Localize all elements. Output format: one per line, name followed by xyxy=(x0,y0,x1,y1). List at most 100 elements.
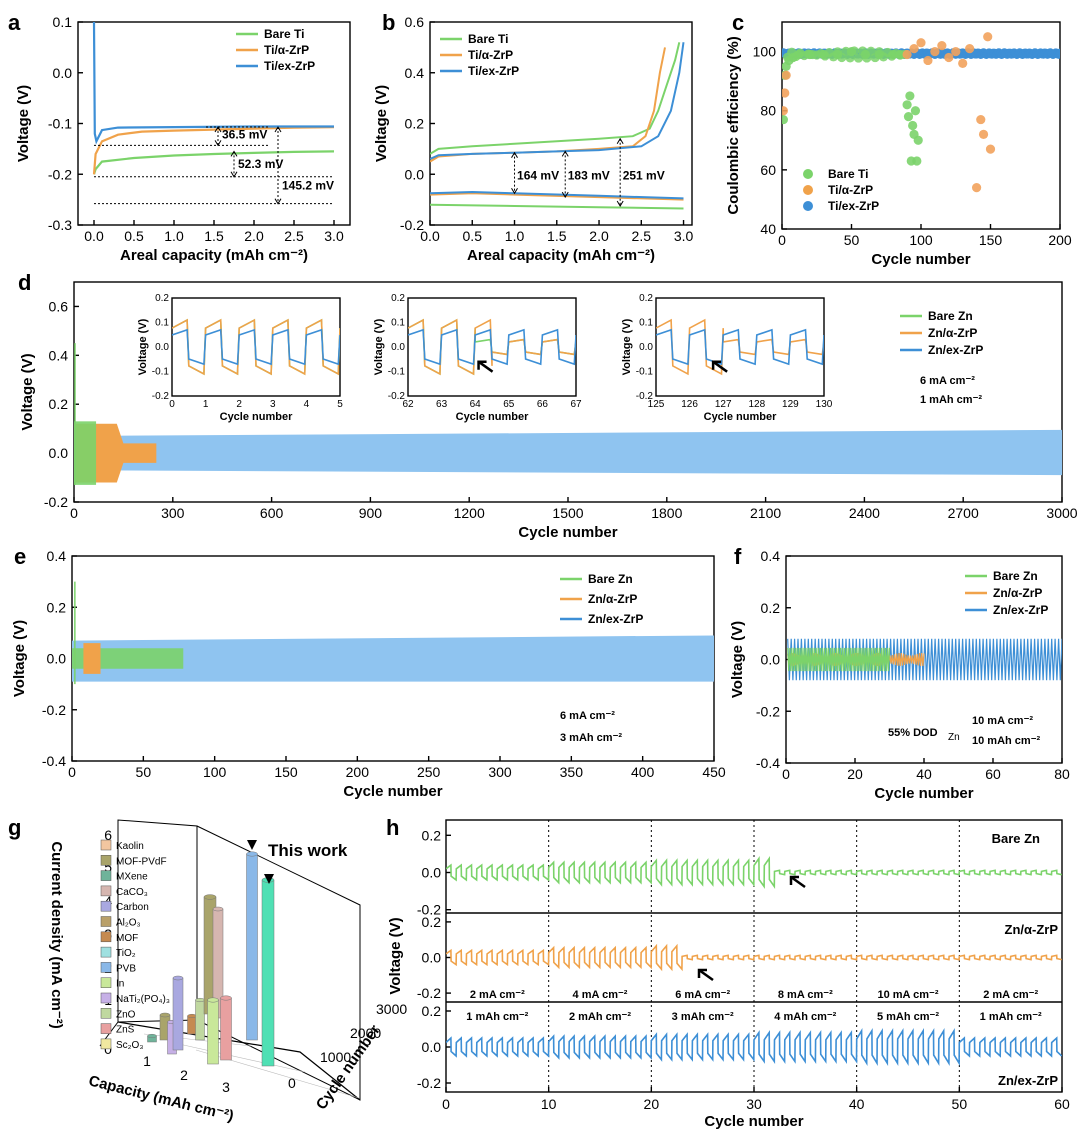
plot-area xyxy=(74,343,1062,485)
x-axis-label: Areal capacity (mAh cm⁻²) xyxy=(467,247,655,264)
data-point xyxy=(923,55,933,66)
y-tick-label: -0.1 xyxy=(152,367,170,378)
inset-chart: 62 63 64 65 66 67 0.2 0.1 0.0 -0.1 -0.2 Cycle numbe… xyxy=(373,293,582,423)
data-point xyxy=(909,44,919,54)
x-tick-label: 2.5 xyxy=(632,228,652,244)
bar-cap xyxy=(187,1013,197,1019)
plot-area xyxy=(408,318,576,376)
x-tick-label: 450 xyxy=(702,764,726,780)
voltage-band xyxy=(74,429,1062,476)
bar-cap xyxy=(172,975,184,981)
data-point xyxy=(965,44,975,54)
x-tick-label: 0 xyxy=(778,232,786,248)
inset-series-line xyxy=(656,328,824,366)
y-axis-label: Voltage (V) xyxy=(11,620,28,697)
x-tick-label: 50 xyxy=(844,232,860,248)
bar-cylinder xyxy=(220,997,232,1061)
plot-area xyxy=(92,22,335,175)
data-point xyxy=(902,100,912,110)
arrow-indicator-head xyxy=(789,875,799,885)
bar-cylinder xyxy=(195,999,205,1041)
legend-marker xyxy=(803,201,813,211)
pointer-triangle xyxy=(264,874,274,884)
x-tick-label: 10 xyxy=(541,1096,557,1112)
legend-entry: Bare Zn xyxy=(928,309,973,323)
plot-area xyxy=(782,32,1060,193)
x-tick-label: 4 xyxy=(304,399,310,410)
legend-entry: Zn/ex-ZrP xyxy=(993,603,1048,617)
x-tick-label: 100 xyxy=(203,764,227,780)
bar-cylinder xyxy=(172,977,184,1051)
y-tick-label: 0.1 xyxy=(155,318,169,329)
current-label: 10 mA cm⁻² xyxy=(877,989,938,1001)
legend-entry: Ti/α-ZrP xyxy=(468,48,513,62)
series-label: Zn/ex-ZrP xyxy=(998,1073,1058,1088)
x-tick-label: 600 xyxy=(260,505,284,521)
condition-label: 10 mA cm⁻² xyxy=(972,715,1033,727)
bar-cylinder xyxy=(261,879,275,1067)
inset-chart: 0 1 2 3 4 5 0.2 0.1 0.0 -0.1 -0.2 Cycle number Volta… xyxy=(137,293,343,423)
x-tick-label: 2400 xyxy=(849,505,880,521)
legend-swatch xyxy=(100,977,112,988)
legend-swatch xyxy=(100,1038,112,1050)
legend-entry: NaTi₂(PO₄)₃ xyxy=(116,994,170,1005)
y-tick-label: -0.1 xyxy=(388,367,406,378)
bar-cap xyxy=(195,997,205,1003)
series-line xyxy=(446,1027,1062,1067)
y-tick-label: 0.2 xyxy=(405,116,425,132)
x-tick-label: 300 xyxy=(161,505,185,521)
panel-b: 0.0 0.5 1.0 1.5 2.0 2.5 3.00.60.40.20.0-0.2Are… xyxy=(373,10,693,264)
y-tick-label: 0.2 xyxy=(155,293,169,304)
x-tick-label: 0.0 xyxy=(84,228,104,244)
current-label: 4 mA cm⁻² xyxy=(573,989,628,1001)
series-line xyxy=(430,47,666,163)
x-tick-label: 2 xyxy=(236,399,242,410)
condition-label: 3 mAh cm⁻² xyxy=(560,732,622,744)
arrow-head xyxy=(561,191,569,199)
bar-cylinder xyxy=(207,999,219,1065)
data-point xyxy=(912,156,922,166)
condition-label: 6 mA cm⁻² xyxy=(920,375,975,387)
plot-area xyxy=(656,318,824,376)
y-tick-label: 0.0 xyxy=(761,652,781,668)
x-tick-label: 20 xyxy=(644,1096,660,1112)
z-tick-label: 2000 xyxy=(350,1025,381,1041)
y-tick-label: 0.0 xyxy=(639,342,653,353)
x-tick-label: 2.0 xyxy=(244,228,264,244)
x-tick-label: 0.0 xyxy=(420,228,440,244)
legend-swatch xyxy=(100,870,112,881)
y-tick-label: 6 xyxy=(104,827,112,843)
panel-label: h xyxy=(386,815,399,840)
bar-cylinder xyxy=(246,853,258,1041)
z-tick-label: 1000 xyxy=(320,1049,351,1065)
grid-line xyxy=(169,1041,306,1073)
data-point xyxy=(913,135,923,145)
y-tick-label: -0.2 xyxy=(44,494,68,510)
data-point xyxy=(958,58,968,68)
plot-area xyxy=(172,318,340,376)
annotation-label: 164 mV xyxy=(517,168,559,182)
voltage-band xyxy=(83,643,101,674)
data-point xyxy=(902,49,912,60)
arrow-head xyxy=(511,188,518,195)
capacity-label: 1 mAh cm⁻² xyxy=(980,1011,1042,1023)
y-tick-label: -0.2 xyxy=(152,391,170,402)
annotation-label: 145.2 mV xyxy=(282,178,334,192)
bar-cap xyxy=(220,995,232,1001)
y-tick-label: 0.0 xyxy=(47,651,67,667)
legend-entry: Ti/α-ZrP xyxy=(828,183,873,197)
series-line xyxy=(430,203,684,210)
series-label: Zn/α-ZrP xyxy=(1005,922,1059,937)
plot-area xyxy=(72,581,714,685)
legend-entry: MOF-PVdF xyxy=(116,856,167,867)
x-tick-label: 250 xyxy=(417,764,441,780)
x-tick-label: 129 xyxy=(782,399,799,410)
legend-swatch xyxy=(100,931,112,943)
x-tick-label: 0 xyxy=(68,764,76,780)
inset-x-label: Cycle number xyxy=(704,411,777,423)
y-tick-label: 0.0 xyxy=(422,950,442,966)
plot-area xyxy=(446,943,1062,972)
y-axis-label: Voltage (V) xyxy=(19,353,36,430)
y-tick-label: 0.2 xyxy=(422,914,442,930)
y-axis-label: Voltage (V) xyxy=(729,621,746,698)
